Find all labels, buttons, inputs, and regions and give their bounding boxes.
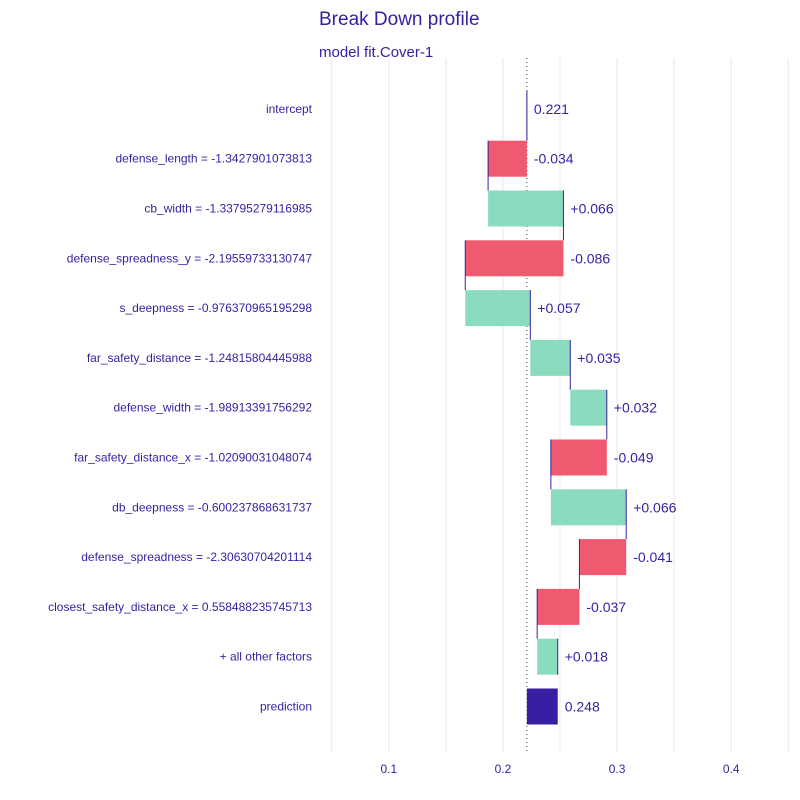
value-label: +0.057	[537, 300, 580, 316]
contribution-bars	[464, 90, 627, 725]
value-label: +0.066	[633, 499, 676, 515]
value-label: 0.248	[565, 699, 600, 715]
value-label: -0.086	[570, 250, 610, 266]
variable-label: defense_spreadness = -2.30630704201114	[81, 550, 312, 564]
contribution-bar	[579, 539, 627, 576]
variable-labels: 0.221 intercept -0.034 defense_length = -1.…	[48, 101, 677, 715]
contribution-bar	[530, 339, 571, 376]
value-label: -0.034	[534, 151, 574, 167]
contribution-bar	[550, 439, 607, 476]
x-tick-label: 0.2	[495, 762, 512, 776]
variable-label: defense_length = -1.3427901073813	[115, 152, 312, 166]
value-label: -0.037	[586, 599, 626, 615]
value-label: 0.221	[534, 101, 569, 117]
variable-label: db_deepness = -0.600237868631737	[112, 500, 312, 514]
variable-label: defense_width = -1.98913391756292	[113, 401, 312, 415]
contribution-bar	[550, 489, 627, 526]
contribution-bar	[488, 190, 564, 227]
x-tick-label: 0.4	[723, 762, 740, 776]
variable-label: + all other factors	[220, 650, 312, 664]
contribution-bar	[488, 140, 527, 177]
chart-title: Break Down profile	[319, 9, 480, 30]
x-tick-label: 0.3	[609, 762, 626, 776]
value-label: +0.035	[577, 350, 620, 366]
contribution-bar	[570, 389, 607, 426]
variable-label: far_safety_distance = -1.24815804445988	[87, 351, 313, 365]
value-label: -0.049	[614, 450, 654, 466]
chart-subtitle: model fit.Cover-1	[319, 44, 433, 61]
x-axis-ticks: 0.1 0.2 0.3 0.4	[380, 762, 739, 776]
contribution-bar	[465, 290, 531, 327]
value-label: +0.032	[614, 400, 657, 416]
variable-label: closest_safety_distance_x = 0.5584882357…	[48, 600, 312, 614]
contribution-bar	[465, 240, 564, 277]
variable-label: cb_width = -1.33795279116985	[144, 202, 312, 216]
value-label: +0.018	[565, 649, 608, 665]
value-label: +0.066	[570, 201, 613, 217]
variable-label: defense_spreadness_y = -2.19559733130747	[67, 251, 313, 265]
variable-label: intercept	[266, 102, 313, 116]
contribution-bar	[526, 688, 558, 725]
variable-label: far_safety_distance_x = -1.0209003104807…	[74, 451, 312, 465]
contribution-bar	[537, 638, 558, 675]
variable-label: prediction	[260, 700, 312, 714]
contribution-bar	[537, 588, 580, 625]
variable-label: s_deepness = -0.976370965195298	[119, 301, 312, 315]
value-label: -0.041	[633, 549, 673, 565]
x-tick-label: 0.1	[380, 762, 397, 776]
